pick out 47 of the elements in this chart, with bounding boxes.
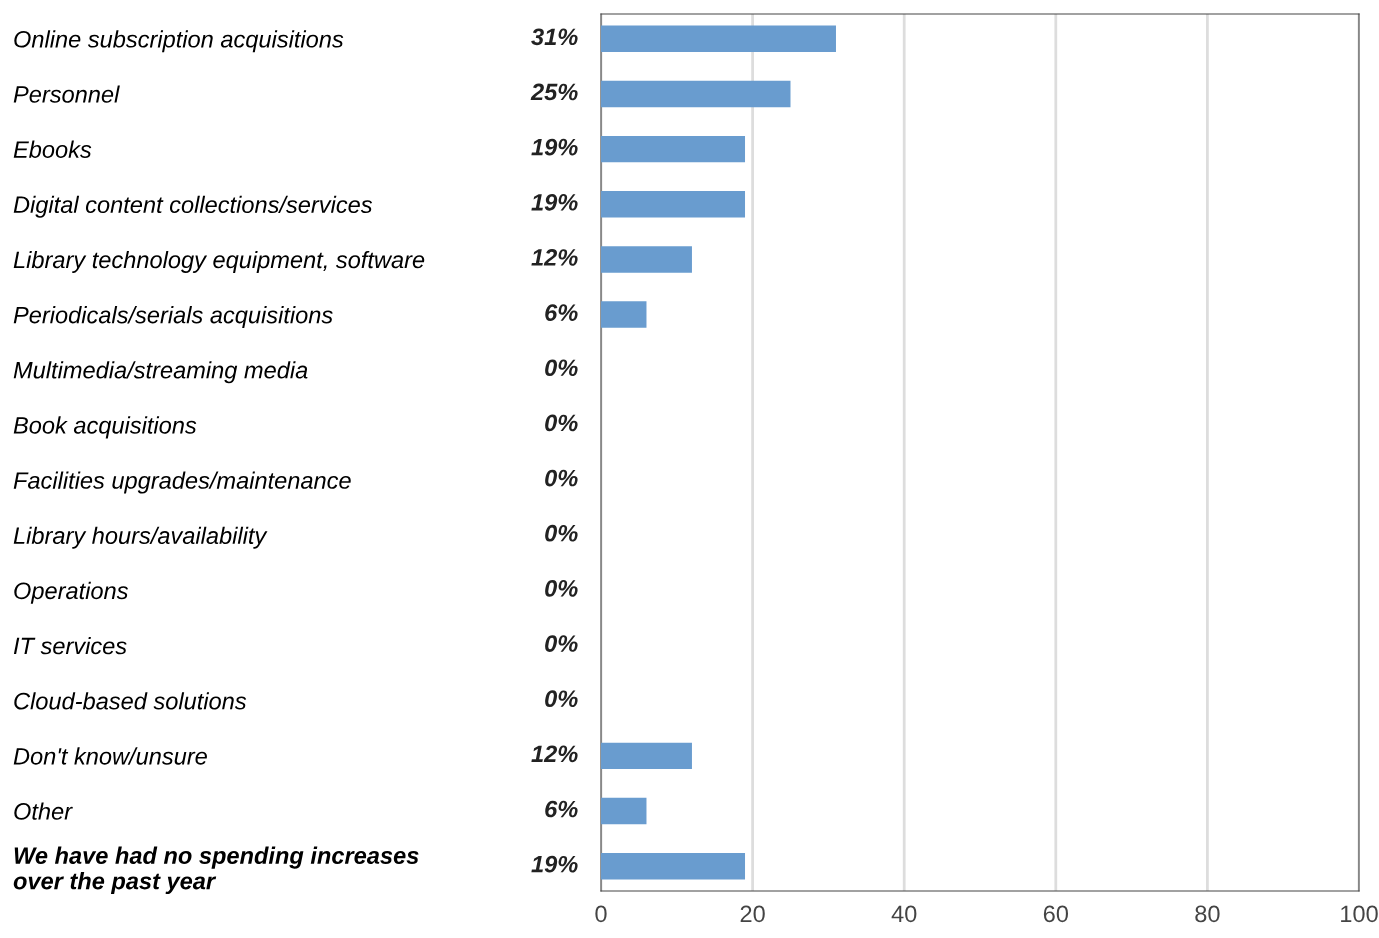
- bar: [601, 25, 836, 53]
- y-tick-label: Multimedia/streaming media: [13, 361, 308, 384]
- data-label: 6%: [545, 304, 578, 321]
- y-tick-label: Cloud-based solutions: [14, 692, 247, 710]
- data-label: 6%: [545, 800, 578, 818]
- data-label: 25%: [530, 83, 578, 101]
- y-tick-label: IT services: [13, 636, 127, 655]
- y-tick-label: Other: [14, 802, 73, 820]
- bar: [601, 797, 647, 825]
- data-label: 19%: [531, 138, 578, 156]
- data-label: 0%: [545, 469, 578, 487]
- y-tick-label: We have had no spending increases over the past year: [13, 846, 419, 895]
- y-tick-label: Periodicals/serials acquisitions: [13, 306, 333, 329]
- y-tick-label: Library technology equipment, software: [13, 250, 425, 273]
- x-tick-label: 0: [595, 905, 607, 923]
- data-label: 0%: [545, 359, 578, 377]
- bar: [601, 301, 647, 328]
- y-tick-label: Personnel: [13, 85, 120, 103]
- y-tick-label: Online subscription acquisitions: [14, 30, 344, 53]
- y-tick-label: Library hours/availability: [13, 526, 268, 549]
- y-tick-label: Ebooks: [13, 140, 92, 158]
- y-tick-label: Book acquisitions: [13, 416, 197, 439]
- data-label: 0%: [545, 635, 578, 652]
- y-tick-label: Don't know/unsure: [13, 747, 207, 765]
- y-tick-label: Operations: [14, 581, 129, 604]
- data-label: 31%: [531, 28, 578, 46]
- bar: [601, 135, 746, 163]
- data-label: 0%: [545, 414, 578, 432]
- data-label: 19%: [531, 855, 578, 873]
- y-tick-label: Facilities upgrades/maintenance: [13, 471, 351, 494]
- data-label: 0%: [545, 690, 578, 708]
- data-label: 0%: [545, 524, 578, 542]
- x-tick-label: 80: [1195, 905, 1220, 923]
- bar: [601, 191, 746, 218]
- x-tick-label: 40: [891, 905, 917, 923]
- data-label: 12%: [531, 745, 578, 763]
- data-label: 19%: [531, 193, 578, 211]
- y-tick-label: Digital content collections/services: [13, 195, 373, 218]
- x-tick-label: 100: [1341, 905, 1378, 923]
- bar: [601, 852, 746, 880]
- x-tick-label: 60: [1043, 905, 1069, 923]
- bar: [601, 246, 692, 273]
- x-tick-label: 20: [740, 905, 765, 923]
- data-label: 12%: [531, 249, 578, 266]
- data-label: 0%: [545, 580, 578, 597]
- bar: [601, 80, 791, 108]
- bar: [601, 742, 692, 770]
